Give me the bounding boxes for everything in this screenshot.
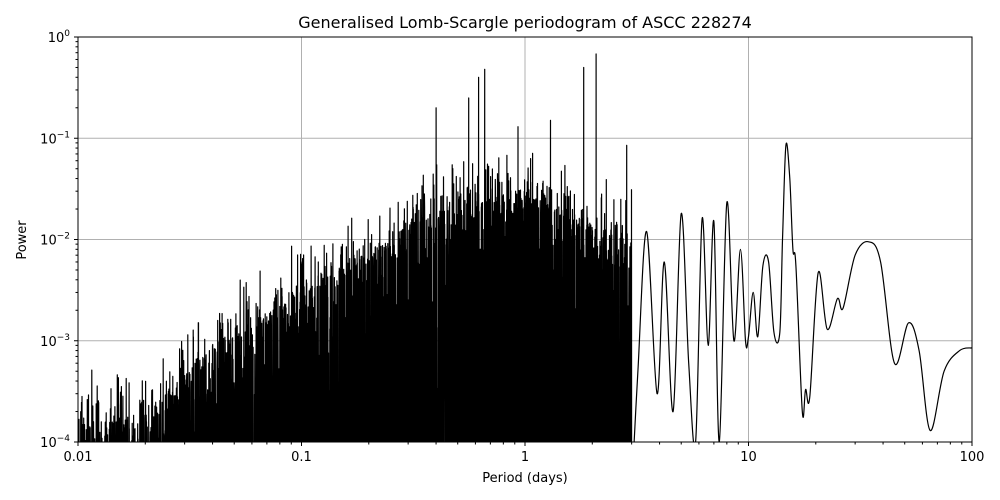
y-tick-label: 100 (48, 29, 71, 46)
chart-title: Generalised Lomb-Scargle periodogram of … (298, 13, 752, 32)
periodogram-series (78, 53, 972, 442)
y-tick-label: 10−1 (40, 130, 70, 147)
y-tick-label: 10−2 (40, 232, 70, 249)
x-tick-label: 10 (740, 450, 757, 465)
y-tick-label: 10−4 (40, 434, 70, 451)
y-axis: 100 10−1 10−2 10−3 10−4 (40, 29, 78, 451)
y-tick-label: 10−3 (40, 333, 70, 350)
x-axis-label: Period (days) (482, 471, 568, 486)
y-axis-label: Power (15, 220, 30, 260)
x-tick-label: 0.01 (64, 450, 93, 465)
x-tick-label: 0.1 (291, 450, 312, 465)
x-tick-label: 1 (521, 450, 529, 465)
power-spectrum-line (78, 53, 972, 442)
x-tick-label: 100 (960, 450, 985, 465)
x-axis: 0.01 0.1 1 10 100 (64, 442, 985, 465)
